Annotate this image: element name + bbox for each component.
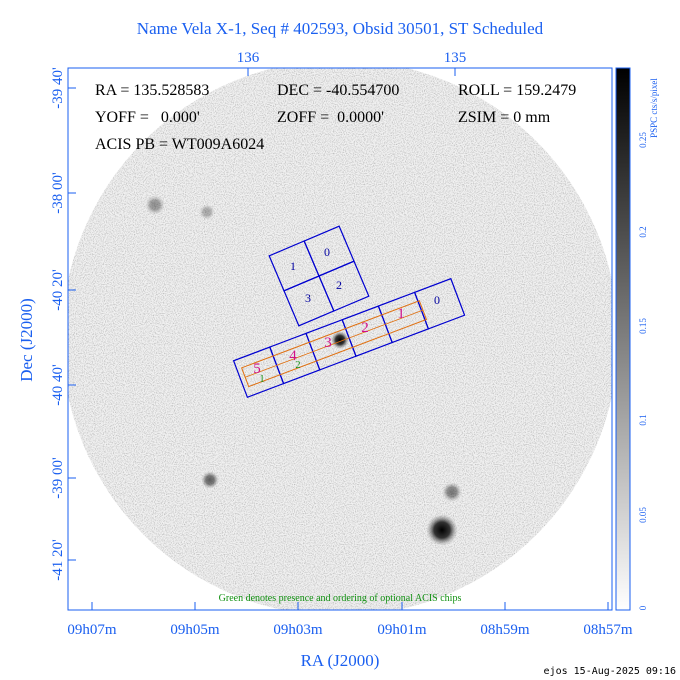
bottom-tick-label: 09h07m — [67, 622, 117, 638]
info-yoff: YOFF = 0.000' — [95, 109, 200, 126]
acis-i-chip-label: 3 — [305, 291, 311, 305]
top-tick-label: 135 — [444, 50, 467, 66]
colorbar-tick-label: 0.25 — [638, 132, 648, 148]
left-tick-label: -41 20' — [50, 539, 66, 581]
acis-s-chip-label: 4 — [289, 348, 297, 364]
tick-marks — [68, 68, 609, 610]
colorbar-tick-label: 0 — [638, 605, 648, 610]
colorbar — [615, 67, 631, 611]
info-roll: ROLL = 159.2479 — [458, 82, 576, 99]
left-tick-label: -40 20' — [50, 269, 66, 311]
acis-s-chip-label: 5 — [253, 361, 261, 377]
acis-s-chip-label: 3 — [324, 335, 332, 351]
left-tick-label: -40 40' — [50, 364, 66, 406]
x-axis-label: RA (J2000) — [301, 651, 380, 670]
acis-s-chip-label: 0 — [434, 293, 440, 307]
bottom-tick-label: 09h03m — [273, 622, 323, 638]
acis-i-chip-label: 0 — [324, 245, 330, 259]
colorbar-tick-label: 0.15 — [638, 318, 648, 334]
bottom-tick-label: 08h59m — [480, 622, 530, 638]
top-tick-label: 136 — [237, 50, 260, 66]
acis-i-chip-label: 1 — [290, 259, 296, 273]
colorbar-label: PSPC cts/s/pixel — [649, 78, 659, 138]
footer: ejos 15-Aug-2025 09:16 — [544, 666, 676, 677]
info-dec: DEC = -40.554700 — [277, 82, 399, 99]
y-axis-label: Dec (J2000) — [17, 298, 36, 382]
title: Name Vela X-1, Seq # 402593, Obsid 30501… — [137, 19, 544, 38]
plot-frame — [67, 67, 613, 611]
info-acis-pb: ACIS PB = WT009A6024 — [95, 136, 264, 153]
colorbar-tick-label: 0.2 — [638, 226, 648, 237]
info-block: RA = 135.528583 DEC = -40.554700 ROLL = … — [95, 82, 576, 153]
left-tick-label: -39 00' — [50, 457, 66, 499]
optional-chip-label: 2 — [296, 360, 301, 371]
left-tick-label: -39 40' — [50, 67, 66, 109]
acis-s-array — [232, 277, 466, 399]
sky-image — [68, 68, 612, 610]
bottom-tick-label: 09h05m — [170, 622, 220, 638]
acis-s-chip-label: 1 — [397, 306, 405, 322]
left-tick-label: -38 00' — [50, 172, 66, 214]
bottom-tick-label: 08h57m — [583, 622, 633, 638]
colorbar-tick-label: 0.05 — [638, 507, 648, 523]
colorbar-tick-label: 0.1 — [638, 414, 648, 425]
info-zsim: ZSIM = 0 mm — [458, 109, 551, 126]
optional-chip-label: 1 — [260, 374, 265, 385]
info-ra: RA = 135.528583 — [95, 82, 209, 99]
note: Green denotes presence and ordering of o… — [219, 593, 462, 604]
info-zoff: ZOFF = 0.0000' — [277, 109, 384, 126]
bottom-tick-label: 09h01m — [377, 622, 427, 638]
acis-s-chip-label: 2 — [361, 320, 369, 336]
acis-i-chip-label: 2 — [336, 278, 342, 292]
acis-i-array — [268, 225, 370, 327]
